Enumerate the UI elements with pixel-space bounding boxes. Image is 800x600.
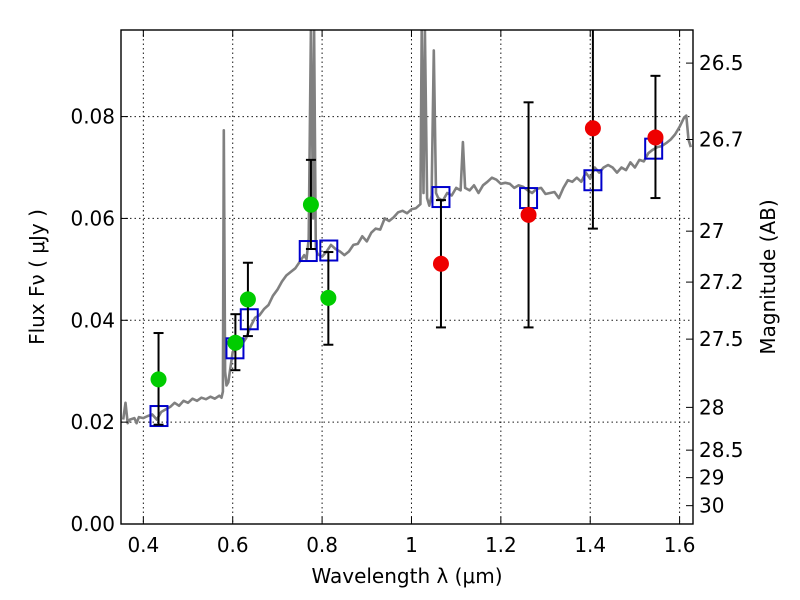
right-tick-label: 26.7 xyxy=(699,127,744,151)
measurement-point xyxy=(432,255,449,272)
measurement-point xyxy=(647,129,664,146)
right-tick-label: 28 xyxy=(699,395,724,419)
x-tick-label: 1 xyxy=(405,533,418,557)
measurement-point xyxy=(584,120,601,137)
right-tick-label: 27.2 xyxy=(699,270,744,294)
x-axis-label: Wavelength λ (μm) xyxy=(311,564,502,588)
axis-ticks xyxy=(121,30,693,525)
right-tick-label: 30 xyxy=(699,494,724,518)
y-tick-label: 0.02 xyxy=(70,410,115,434)
right-tick-label: 27.5 xyxy=(699,327,744,351)
measurement-point xyxy=(302,196,319,213)
measurement-point xyxy=(239,291,256,308)
plot-area xyxy=(121,30,693,428)
right-tick-label: 26.5 xyxy=(699,51,744,75)
tick-labels: 0.4 0.6 0.8 1 1.2 1.4 1.6 0.00 0.02 0.04 0.06 0.08 2… xyxy=(70,51,743,557)
right-tick-label: 29 xyxy=(699,466,724,490)
measurement-point xyxy=(150,371,167,388)
y-tick-label: 0.06 xyxy=(70,206,115,230)
measurement-point xyxy=(520,206,537,223)
right-axis-label: Magnitude (AB) xyxy=(756,199,780,354)
measurement-point xyxy=(320,289,337,306)
x-tick-label: 1.4 xyxy=(574,533,606,557)
y-tick-label: 0.00 xyxy=(70,512,115,536)
right-tick-label: 27 xyxy=(699,219,724,243)
x-tick-label: 0.4 xyxy=(127,533,159,557)
spectrum-line xyxy=(121,30,693,425)
x-tick-label: 0.6 xyxy=(217,533,249,557)
model-photometry-square xyxy=(239,308,259,331)
y-axis-label: Flux Fν ( μJy ) xyxy=(25,209,49,345)
measurement-point xyxy=(227,334,244,351)
model-photometry-square xyxy=(298,240,318,263)
right-tick-label: 28.5 xyxy=(699,438,744,462)
y-tick-label: 0.04 xyxy=(70,308,115,332)
x-tick-label: 1.2 xyxy=(485,533,517,557)
x-tick-label: 1.6 xyxy=(664,533,696,557)
x-tick-label: 0.8 xyxy=(306,533,338,557)
plot-frame xyxy=(120,29,694,525)
y-tick-label: 0.08 xyxy=(70,105,115,129)
